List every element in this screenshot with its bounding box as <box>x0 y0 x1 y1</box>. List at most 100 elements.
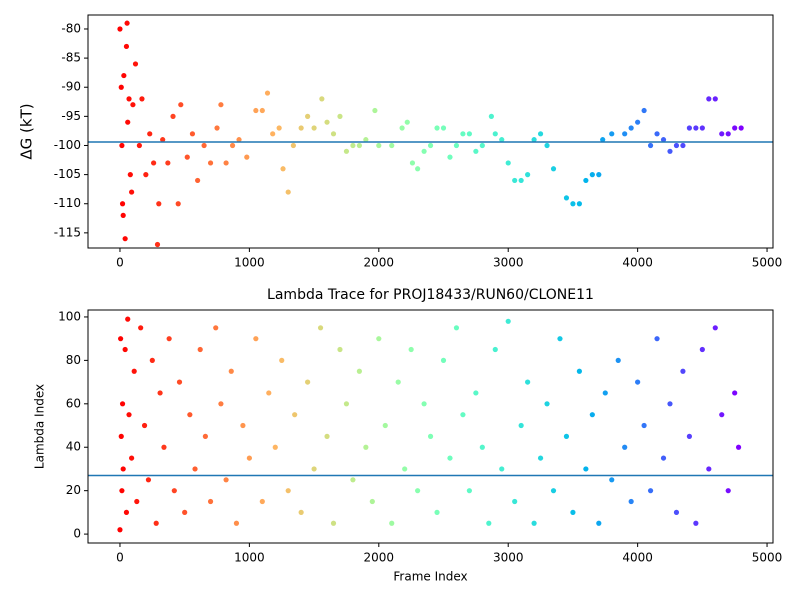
point <box>563 195 570 201</box>
point <box>389 142 395 149</box>
point <box>453 325 460 331</box>
point <box>195 177 201 184</box>
point <box>550 166 557 172</box>
point <box>686 125 692 131</box>
point <box>244 154 250 160</box>
point <box>122 236 128 242</box>
x-tick-label: 4000 <box>622 551 653 565</box>
point <box>223 160 229 166</box>
y-tick-label: -105 <box>54 167 81 181</box>
point <box>615 357 621 363</box>
point <box>118 433 124 439</box>
point <box>298 125 304 131</box>
point <box>699 125 705 131</box>
point <box>699 346 705 353</box>
point <box>192 466 198 472</box>
point <box>415 166 421 172</box>
point <box>583 466 589 472</box>
point <box>127 172 133 178</box>
point <box>166 336 172 342</box>
point <box>253 336 259 342</box>
point <box>125 316 131 322</box>
point <box>119 401 126 407</box>
point <box>213 325 219 331</box>
point <box>719 412 725 418</box>
point <box>264 90 271 96</box>
point <box>129 189 135 195</box>
x-tick-label: 3000 <box>493 256 524 270</box>
point <box>131 368 137 374</box>
y-tick-label: -95 <box>61 109 81 123</box>
point <box>126 96 132 102</box>
point <box>693 125 699 131</box>
x-axis-label: Frame Index <box>393 570 467 584</box>
point <box>589 172 595 178</box>
point <box>576 201 582 207</box>
point <box>228 368 234 374</box>
point <box>182 509 188 515</box>
point <box>356 368 362 374</box>
point <box>460 412 466 418</box>
point <box>270 131 276 137</box>
point <box>404 119 410 125</box>
x-tick-label: 0 <box>116 551 124 565</box>
point <box>126 412 132 418</box>
point <box>259 107 265 114</box>
point <box>311 125 317 131</box>
x-tick-label: 2000 <box>364 551 395 565</box>
point <box>197 346 203 353</box>
point <box>570 201 576 207</box>
point <box>667 401 673 407</box>
point <box>123 43 130 50</box>
y-tick-label: -85 <box>61 51 81 65</box>
point <box>223 477 229 483</box>
point <box>647 142 654 149</box>
point <box>557 336 563 342</box>
point <box>157 390 163 396</box>
x-tick-label: 1000 <box>234 256 265 270</box>
point <box>372 107 378 114</box>
point <box>246 455 252 461</box>
point <box>236 137 242 143</box>
point <box>473 390 479 396</box>
point <box>178 102 184 108</box>
point <box>421 148 427 154</box>
point <box>570 509 576 515</box>
point <box>145 477 152 483</box>
point <box>136 142 142 149</box>
point <box>285 189 291 195</box>
x-tick-label: 0 <box>116 256 124 270</box>
point <box>266 390 272 396</box>
point <box>402 466 408 472</box>
point <box>537 455 544 461</box>
point <box>202 433 208 439</box>
point <box>427 433 434 439</box>
point <box>324 433 330 439</box>
point <box>129 455 135 461</box>
point <box>376 336 382 342</box>
point <box>165 160 171 166</box>
point <box>440 125 447 131</box>
point <box>259 498 265 505</box>
point <box>149 357 155 363</box>
point <box>473 148 479 154</box>
point <box>121 72 127 79</box>
x-tick-label: 4000 <box>622 256 653 270</box>
point <box>492 346 498 353</box>
y-tick-label: -80 <box>61 21 81 35</box>
point <box>118 336 124 342</box>
point <box>531 137 537 143</box>
x-tick-label: 1000 <box>234 551 265 565</box>
point <box>298 509 304 515</box>
point <box>421 401 427 407</box>
point <box>119 142 125 149</box>
point <box>319 96 325 102</box>
point <box>154 241 161 248</box>
point <box>151 160 157 166</box>
y-tick-label: -100 <box>54 138 81 152</box>
point <box>738 125 744 131</box>
point <box>171 488 177 494</box>
point <box>119 201 126 207</box>
point <box>693 520 699 526</box>
